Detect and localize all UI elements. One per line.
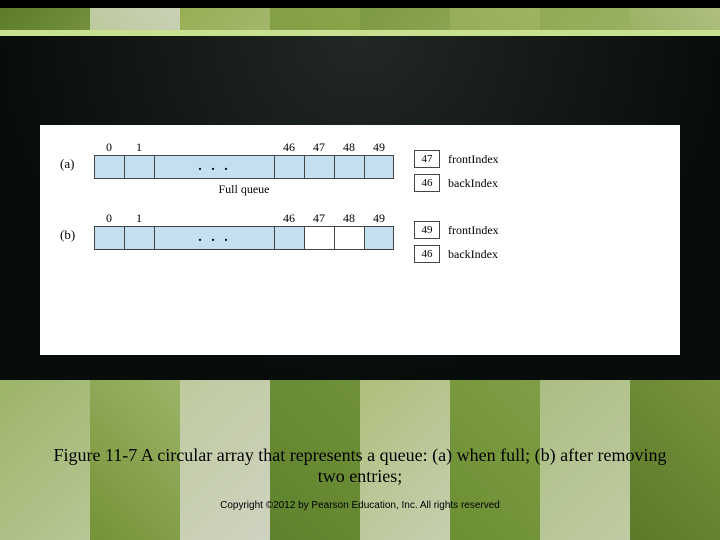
- part-b-back-box: 46: [414, 245, 440, 263]
- array-cell: [304, 155, 334, 179]
- part-b-array: 01 46474849 . . .: [94, 211, 394, 250]
- part-a-indicators: 47 frontIndex 46 backIndex: [414, 140, 499, 192]
- array-cell: [304, 226, 334, 250]
- part-a-indices: 01 46474849: [94, 140, 394, 155]
- figure-caption: Figure 11-7 A circular array that repres…: [50, 445, 670, 487]
- array-cell: [94, 226, 124, 250]
- array-index-label: 47: [304, 140, 334, 155]
- array-index-label: [154, 211, 274, 226]
- part-a-cells: . . .: [94, 155, 394, 179]
- part-b-cells: . . .: [94, 226, 394, 250]
- part-b-front-label: frontIndex: [448, 223, 499, 238]
- array-index-label: 46: [274, 211, 304, 226]
- part-b-indicators: 49 frontIndex 46 backIndex: [414, 211, 499, 263]
- array-cell: [94, 155, 124, 179]
- array-cell: [364, 226, 394, 250]
- array-cell-ellipsis: . . .: [154, 155, 274, 179]
- array-index-label: [154, 140, 274, 155]
- part-a-back-box: 46: [414, 174, 440, 192]
- array-cell: [274, 155, 304, 179]
- part-b-label: (b): [60, 211, 82, 243]
- array-index-label: 46: [274, 140, 304, 155]
- array-index-label: 48: [334, 140, 364, 155]
- diagram-part-a: (a) 0146474849 . . . Full queue 47 front…: [60, 140, 660, 197]
- array-cell: [124, 226, 154, 250]
- array-index-label: 1: [124, 211, 154, 226]
- part-a-sublabel: Full queue: [94, 182, 394, 197]
- array-cell: [124, 155, 154, 179]
- array-cell: [334, 226, 364, 250]
- array-index-label: 48: [334, 211, 364, 226]
- array-index-label: 49: [364, 140, 394, 155]
- diagram-card: (a) 0146474849 . . . Full queue 47 front…: [40, 125, 680, 355]
- array-index-label: 47: [304, 211, 334, 226]
- copyright-text: Copyright ©2012 by Pearson Education, In…: [0, 500, 720, 511]
- part-b-indices: 01 46474849: [94, 211, 394, 226]
- array-cell: [364, 155, 394, 179]
- part-a-back-label: backIndex: [448, 176, 498, 191]
- part-b-front-box: 49: [414, 221, 440, 239]
- array-cell-ellipsis: . . .: [154, 226, 274, 250]
- array-cell: [274, 226, 304, 250]
- array-index-label: 1: [124, 140, 154, 155]
- part-a-array: 01 46474849 . . . Full queue: [94, 140, 394, 197]
- part-a-front-box: 47: [414, 150, 440, 168]
- array-cell: [334, 155, 364, 179]
- array-index-label: 0: [94, 211, 124, 226]
- array-index-label: 49: [364, 211, 394, 226]
- array-index-label: 0: [94, 140, 124, 155]
- part-a-label: (a): [60, 140, 82, 172]
- part-a-front-label: frontIndex: [448, 152, 499, 167]
- part-b-back-label: backIndex: [448, 247, 498, 262]
- diagram-part-b: (b) 0146474849 . . . 49 frontIndex 46 ba…: [60, 211, 660, 263]
- top-border: [0, 0, 720, 8]
